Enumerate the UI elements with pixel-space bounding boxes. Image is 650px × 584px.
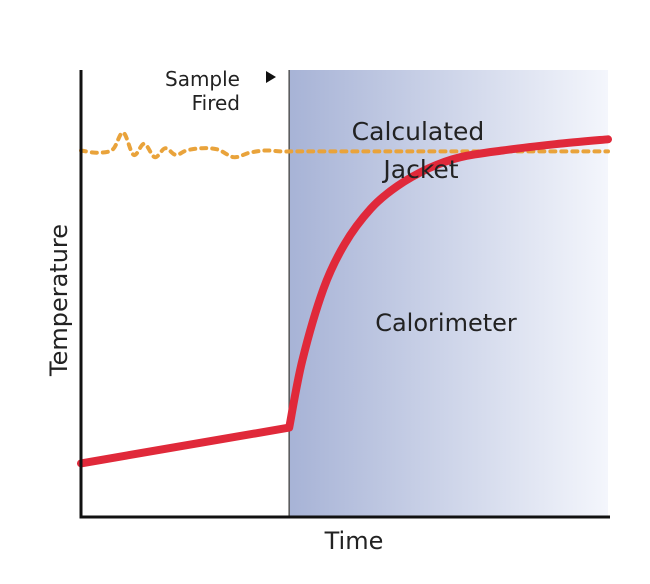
annotation-calorimeter: Calorimeter: [375, 309, 517, 337]
series-line-calculated-jacket: [79, 130, 610, 160]
annotation-sample: Sample: [165, 67, 240, 91]
annotation-jacket: Jacket: [381, 155, 458, 184]
annotation-calculated: Calculated: [352, 117, 485, 146]
x-axis-label: Time: [324, 527, 384, 555]
series-line-calorimeter: [77, 135, 612, 468]
fire-arrow-icon: [266, 71, 276, 83]
annotation-fired: Fired: [192, 91, 240, 115]
y-axis-label: Temperature: [45, 224, 73, 377]
